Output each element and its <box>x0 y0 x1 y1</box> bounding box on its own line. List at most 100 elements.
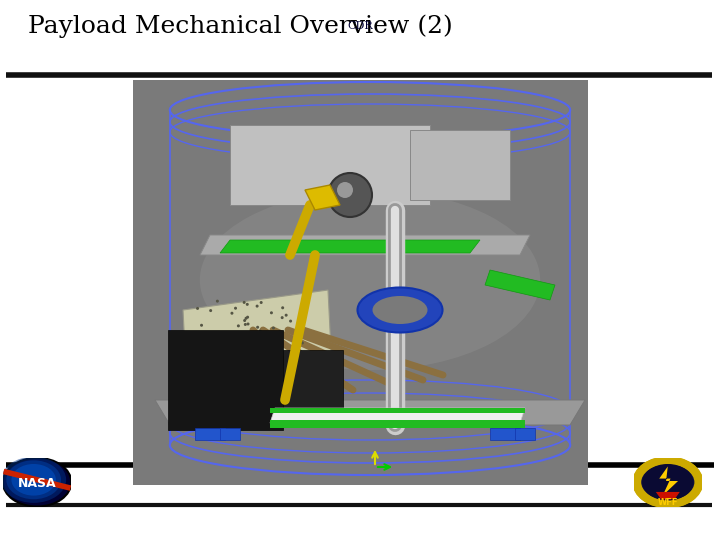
Circle shape <box>260 301 263 304</box>
Circle shape <box>198 342 201 346</box>
Circle shape <box>286 378 289 381</box>
FancyBboxPatch shape <box>230 125 430 205</box>
Circle shape <box>246 316 249 319</box>
Circle shape <box>208 339 211 342</box>
Circle shape <box>243 319 246 322</box>
Circle shape <box>269 340 271 343</box>
Polygon shape <box>485 270 555 300</box>
Circle shape <box>211 359 214 362</box>
Bar <box>133 80 588 485</box>
Circle shape <box>217 335 220 338</box>
Ellipse shape <box>358 287 443 333</box>
Circle shape <box>197 338 200 340</box>
Circle shape <box>212 343 215 346</box>
Circle shape <box>204 379 207 381</box>
Bar <box>283 350 343 420</box>
Circle shape <box>245 349 248 352</box>
Circle shape <box>237 325 240 327</box>
Bar <box>168 330 283 430</box>
Circle shape <box>210 348 212 351</box>
Circle shape <box>295 361 298 363</box>
Circle shape <box>279 368 282 371</box>
Circle shape <box>256 305 258 308</box>
Circle shape <box>200 324 203 327</box>
Circle shape <box>245 317 248 320</box>
Circle shape <box>277 384 280 387</box>
Circle shape <box>234 307 237 310</box>
Text: CDR: CDR <box>347 21 373 31</box>
Circle shape <box>223 384 226 387</box>
Circle shape <box>289 320 292 322</box>
Bar <box>220 428 240 440</box>
Circle shape <box>256 326 259 329</box>
Circle shape <box>216 300 219 302</box>
Circle shape <box>280 338 283 341</box>
Circle shape <box>270 311 273 314</box>
Circle shape <box>244 323 247 326</box>
Circle shape <box>642 464 693 501</box>
Text: NASA: NASA <box>18 477 56 490</box>
Circle shape <box>279 362 282 366</box>
Circle shape <box>282 357 284 361</box>
Polygon shape <box>305 185 340 210</box>
Circle shape <box>302 377 305 381</box>
Circle shape <box>272 327 275 329</box>
Circle shape <box>246 322 250 326</box>
Polygon shape <box>200 235 530 255</box>
Circle shape <box>299 349 302 352</box>
Circle shape <box>225 357 228 360</box>
Circle shape <box>205 350 208 354</box>
Circle shape <box>268 335 271 338</box>
Circle shape <box>257 366 260 369</box>
Circle shape <box>275 367 278 370</box>
Circle shape <box>266 372 269 374</box>
Circle shape <box>210 360 214 363</box>
Circle shape <box>243 372 246 375</box>
Circle shape <box>301 341 304 345</box>
Circle shape <box>264 348 268 350</box>
Circle shape <box>286 355 289 357</box>
Circle shape <box>204 385 207 388</box>
Circle shape <box>228 350 231 353</box>
Circle shape <box>219 358 222 361</box>
Circle shape <box>256 368 259 371</box>
Circle shape <box>281 316 284 319</box>
Circle shape <box>230 312 233 315</box>
Bar <box>270 420 525 428</box>
Circle shape <box>634 458 702 507</box>
Circle shape <box>212 380 215 383</box>
Circle shape <box>248 342 251 345</box>
Circle shape <box>279 330 282 333</box>
Circle shape <box>213 374 216 377</box>
Bar <box>195 428 225 440</box>
Polygon shape <box>220 240 480 253</box>
Circle shape <box>12 464 56 496</box>
Circle shape <box>230 332 233 335</box>
Circle shape <box>281 362 284 365</box>
Circle shape <box>337 182 353 198</box>
Text: Payload Mechanical Overview (2): Payload Mechanical Overview (2) <box>28 14 453 38</box>
Circle shape <box>208 341 211 344</box>
Bar <box>515 428 535 440</box>
Circle shape <box>235 381 238 383</box>
Circle shape <box>209 309 212 312</box>
Circle shape <box>226 357 230 360</box>
Circle shape <box>242 354 245 357</box>
Text: WFF: WFF <box>657 498 678 507</box>
Circle shape <box>274 340 277 343</box>
Circle shape <box>6 460 61 499</box>
Circle shape <box>287 370 289 373</box>
Circle shape <box>246 303 249 306</box>
Polygon shape <box>155 400 585 425</box>
Circle shape <box>196 307 199 310</box>
Circle shape <box>3 458 71 507</box>
Polygon shape <box>270 408 525 423</box>
Polygon shape <box>183 290 333 410</box>
Circle shape <box>203 335 206 339</box>
Circle shape <box>230 345 233 348</box>
Circle shape <box>284 314 288 316</box>
Circle shape <box>282 306 284 309</box>
Circle shape <box>243 301 246 304</box>
Circle shape <box>207 383 210 387</box>
Circle shape <box>272 368 276 370</box>
